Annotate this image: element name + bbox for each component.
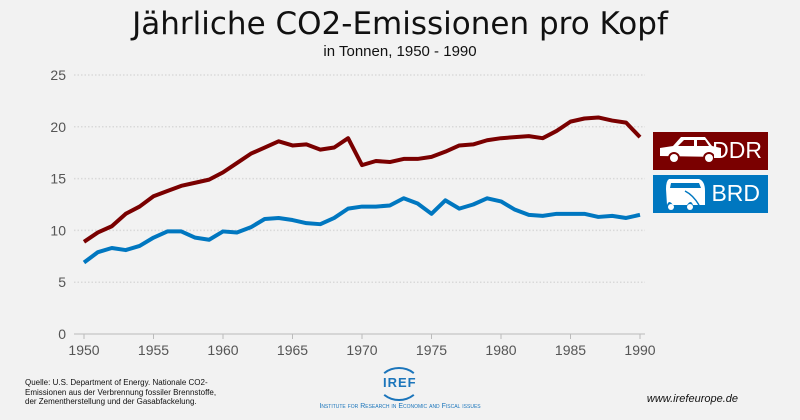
x-tick-label: 1990 — [624, 342, 655, 358]
y-tick-label: 5 — [58, 274, 66, 290]
y-tick-label: 25 — [50, 67, 66, 83]
legend-ddr: DDR — [653, 132, 768, 170]
car-icon — [660, 137, 721, 164]
x-tick-label: 1960 — [207, 342, 238, 358]
chart-subtitle: in Tonnen, 1950 - 1990 — [323, 43, 477, 60]
institute-name: Institute for Research in Economic and F… — [319, 403, 481, 410]
legend-brd-label: BRD — [711, 180, 760, 206]
source-note: Quelle: U.S. Department of Energy. Natio… — [25, 378, 217, 406]
x-tick-label: 1970 — [346, 342, 377, 358]
website-link[interactable]: www.irefeurope.de — [646, 393, 738, 405]
y-tick-label: 20 — [50, 119, 66, 135]
x-tick-label: 1975 — [416, 342, 447, 358]
logo-text: IREF — [383, 375, 417, 390]
y-tick-label: 10 — [50, 222, 66, 238]
y-tick-label: 0 — [58, 326, 66, 342]
chart-title: Jährliche CO2-Emissionen pro Kopf — [132, 6, 668, 42]
legend-ddr-label: DDR — [712, 137, 762, 163]
legend-brd: BRD — [653, 175, 768, 213]
y-tick-label: 15 — [50, 171, 66, 187]
van-icon — [666, 179, 705, 210]
series-line-ddr — [82, 115, 642, 244]
x-tick-label: 1950 — [68, 342, 99, 358]
x-tick-label: 1965 — [277, 342, 308, 358]
x-tick-label: 1955 — [138, 342, 169, 358]
series-line-brd — [82, 196, 641, 265]
iref-logo: IREF — [372, 366, 428, 402]
x-tick-label: 1980 — [485, 342, 516, 358]
x-tick-label: 1985 — [555, 342, 586, 358]
